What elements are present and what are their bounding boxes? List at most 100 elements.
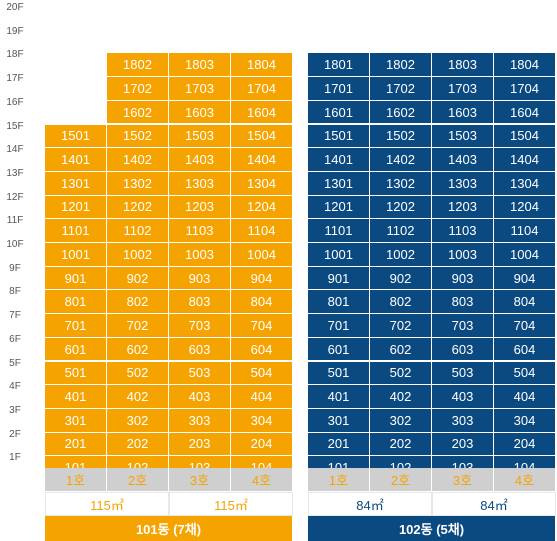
- unit-cell[interactable]: 1002: [370, 243, 432, 267]
- unit-cell[interactable]: 1502: [107, 124, 169, 149]
- unit-cell[interactable]: 1203: [432, 195, 494, 220]
- unit-cell[interactable]: 604: [231, 337, 293, 362]
- unit-cell[interactable]: 1101: [45, 219, 107, 243]
- unit-cell[interactable]: 404: [494, 385, 556, 409]
- unit-cell[interactable]: 1802: [370, 53, 432, 78]
- unit-cell[interactable]: 1602: [370, 100, 432, 125]
- unit-cell[interactable]: 1501: [45, 124, 107, 149]
- unit-cell[interactable]: 1001: [45, 243, 107, 267]
- unit-cell[interactable]: 804: [494, 290, 556, 315]
- unit-cell[interactable]: 504: [494, 361, 556, 386]
- unit-cell[interactable]: 703: [169, 314, 231, 338]
- unit-cell[interactable]: 1501: [308, 124, 370, 149]
- unit-cell[interactable]: 1104: [231, 219, 293, 243]
- unit-cell[interactable]: 1804: [231, 53, 293, 78]
- unit-cell[interactable]: 501: [308, 361, 370, 386]
- unit-cell[interactable]: 1102: [370, 219, 432, 243]
- unit-cell[interactable]: 702: [107, 314, 169, 338]
- unit-cell[interactable]: 1803: [432, 53, 494, 78]
- unit-cell[interactable]: 1401: [308, 148, 370, 172]
- unit-cell[interactable]: 704: [494, 314, 556, 338]
- unit-cell[interactable]: 802: [370, 290, 432, 315]
- unit-cell[interactable]: 602: [370, 337, 432, 362]
- unit-cell[interactable]: 402: [107, 385, 169, 409]
- unit-cell[interactable]: 1301: [308, 171, 370, 196]
- unit-cell[interactable]: 403: [169, 385, 231, 409]
- unit-cell[interactable]: 803: [432, 290, 494, 315]
- unit-cell[interactable]: 1103: [432, 219, 494, 243]
- unit-cell[interactable]: 502: [370, 361, 432, 386]
- unit-cell[interactable]: 903: [432, 266, 494, 291]
- unit-cell[interactable]: 1402: [370, 148, 432, 172]
- unit-cell[interactable]: 203: [432, 432, 494, 457]
- unit-cell[interactable]: 1101: [308, 219, 370, 243]
- unit-cell[interactable]: 1703: [169, 77, 231, 101]
- unit-cell[interactable]: 803: [169, 290, 231, 315]
- unit-cell[interactable]: 1004: [231, 243, 293, 267]
- unit-cell[interactable]: 201: [45, 432, 107, 457]
- unit-cell[interactable]: 302: [370, 408, 432, 433]
- unit-cell[interactable]: 1001: [308, 243, 370, 267]
- unit-cell[interactable]: 204: [494, 432, 556, 457]
- unit-cell[interactable]: 1704: [231, 77, 293, 101]
- unit-cell[interactable]: 1802: [107, 53, 169, 78]
- unit-cell[interactable]: 1004: [494, 243, 556, 267]
- unit-cell[interactable]: 302: [107, 408, 169, 433]
- unit-cell[interactable]: 1201: [308, 195, 370, 220]
- unit-cell[interactable]: 503: [169, 361, 231, 386]
- unit-cell[interactable]: 703: [432, 314, 494, 338]
- unit-cell[interactable]: 1304: [231, 171, 293, 196]
- unit-cell[interactable]: 1103: [169, 219, 231, 243]
- unit-cell[interactable]: 303: [169, 408, 231, 433]
- unit-cell[interactable]: 1302: [107, 171, 169, 196]
- unit-cell[interactable]: 1403: [432, 148, 494, 172]
- unit-cell[interactable]: 1404: [494, 148, 556, 172]
- unit-cell[interactable]: 1303: [432, 171, 494, 196]
- unit-cell[interactable]: 204: [231, 432, 293, 457]
- unit-cell[interactable]: 1202: [107, 195, 169, 220]
- unit-cell[interactable]: 604: [494, 337, 556, 362]
- unit-cell[interactable]: 1704: [494, 77, 556, 101]
- unit-cell[interactable]: 601: [308, 337, 370, 362]
- unit-cell[interactable]: 201: [308, 432, 370, 457]
- unit-cell[interactable]: 901: [308, 266, 370, 291]
- unit-cell[interactable]: 1204: [494, 195, 556, 220]
- unit-cell[interactable]: 503: [432, 361, 494, 386]
- unit-cell[interactable]: 402: [370, 385, 432, 409]
- unit-cell[interactable]: 1801: [308, 53, 370, 78]
- unit-cell[interactable]: 1404: [231, 148, 293, 172]
- unit-cell[interactable]: 1203: [169, 195, 231, 220]
- unit-cell[interactable]: 502: [107, 361, 169, 386]
- unit-cell[interactable]: 603: [169, 337, 231, 362]
- unit-cell[interactable]: 1204: [231, 195, 293, 220]
- unit-cell[interactable]: 301: [308, 408, 370, 433]
- unit-cell[interactable]: 304: [494, 408, 556, 433]
- unit-cell[interactable]: 801: [308, 290, 370, 315]
- unit-cell[interactable]: 701: [45, 314, 107, 338]
- unit-cell[interactable]: 804: [231, 290, 293, 315]
- unit-cell[interactable]: 1702: [370, 77, 432, 101]
- unit-cell[interactable]: 1003: [169, 243, 231, 267]
- unit-cell[interactable]: 1603: [169, 100, 231, 125]
- unit-cell[interactable]: 1301: [45, 171, 107, 196]
- unit-cell[interactable]: 901: [45, 266, 107, 291]
- unit-cell[interactable]: 1702: [107, 77, 169, 101]
- unit-cell[interactable]: 401: [308, 385, 370, 409]
- unit-cell[interactable]: 1604: [494, 100, 556, 125]
- unit-cell[interactable]: 1302: [370, 171, 432, 196]
- unit-cell[interactable]: 1504: [494, 124, 556, 149]
- unit-cell[interactable]: 1701: [308, 77, 370, 101]
- unit-cell[interactable]: 401: [45, 385, 107, 409]
- unit-cell[interactable]: 1503: [169, 124, 231, 149]
- unit-cell[interactable]: 902: [107, 266, 169, 291]
- unit-cell[interactable]: 1803: [169, 53, 231, 78]
- unit-cell[interactable]: 1201: [45, 195, 107, 220]
- unit-cell[interactable]: 603: [432, 337, 494, 362]
- unit-cell[interactable]: 1804: [494, 53, 556, 78]
- unit-cell[interactable]: 403: [432, 385, 494, 409]
- unit-cell[interactable]: 602: [107, 337, 169, 362]
- unit-cell[interactable]: 704: [231, 314, 293, 338]
- unit-cell[interactable]: 1304: [494, 171, 556, 196]
- unit-cell[interactable]: 904: [494, 266, 556, 291]
- unit-cell[interactable]: 1604: [231, 100, 293, 125]
